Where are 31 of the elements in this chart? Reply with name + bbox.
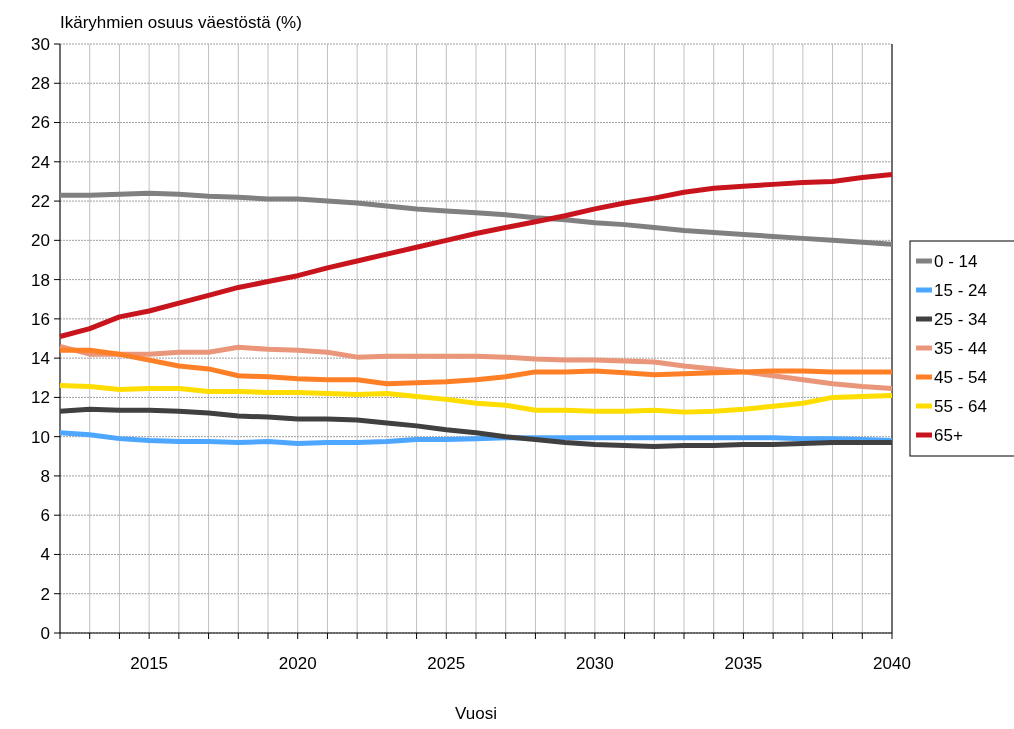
y-tick-label: 24	[31, 152, 50, 172]
x-tick-label: 2030	[575, 654, 614, 673]
y-tick-label: 20	[31, 231, 50, 251]
x-axis-title: Vuosi	[455, 704, 497, 723]
y-tick-label: 6	[40, 506, 50, 526]
legend-label: 65+	[934, 425, 963, 445]
legend-label: 25 - 34	[934, 309, 987, 329]
x-tick-label: 2020	[278, 654, 317, 673]
legend-label: 15 - 24	[934, 280, 987, 300]
y-tick-label: 28	[31, 74, 50, 94]
x-tick-label: 2015	[130, 654, 169, 673]
chart-title: Ikäryhmien osuus väestöstä (%)	[60, 13, 302, 32]
legend-label: 35 - 44	[934, 338, 987, 358]
y-tick-label: 4	[40, 545, 50, 565]
x-tick-label: 2035	[724, 654, 763, 673]
y-tick-label: 22	[31, 192, 50, 212]
y-tick-label: 16	[31, 309, 50, 329]
y-tick-label: 14	[31, 349, 50, 369]
y-tick-label: 2	[40, 584, 50, 604]
y-tick-label: 18	[31, 270, 50, 290]
y-tick-label: 26	[31, 113, 50, 133]
legend-label: 0 - 14	[934, 251, 978, 271]
y-tick-label: 10	[31, 427, 50, 447]
y-tick-label: 12	[31, 388, 50, 408]
x-tick-label: 2040	[873, 654, 911, 673]
legend-label: 45 - 54	[934, 367, 987, 387]
x-tick-label: 2025	[427, 654, 466, 673]
y-tick-label: 0	[40, 623, 50, 643]
legend-label: 55 - 64	[934, 396, 987, 416]
y-tick-label: 8	[40, 466, 50, 486]
y-tick-label: 30	[31, 34, 50, 54]
